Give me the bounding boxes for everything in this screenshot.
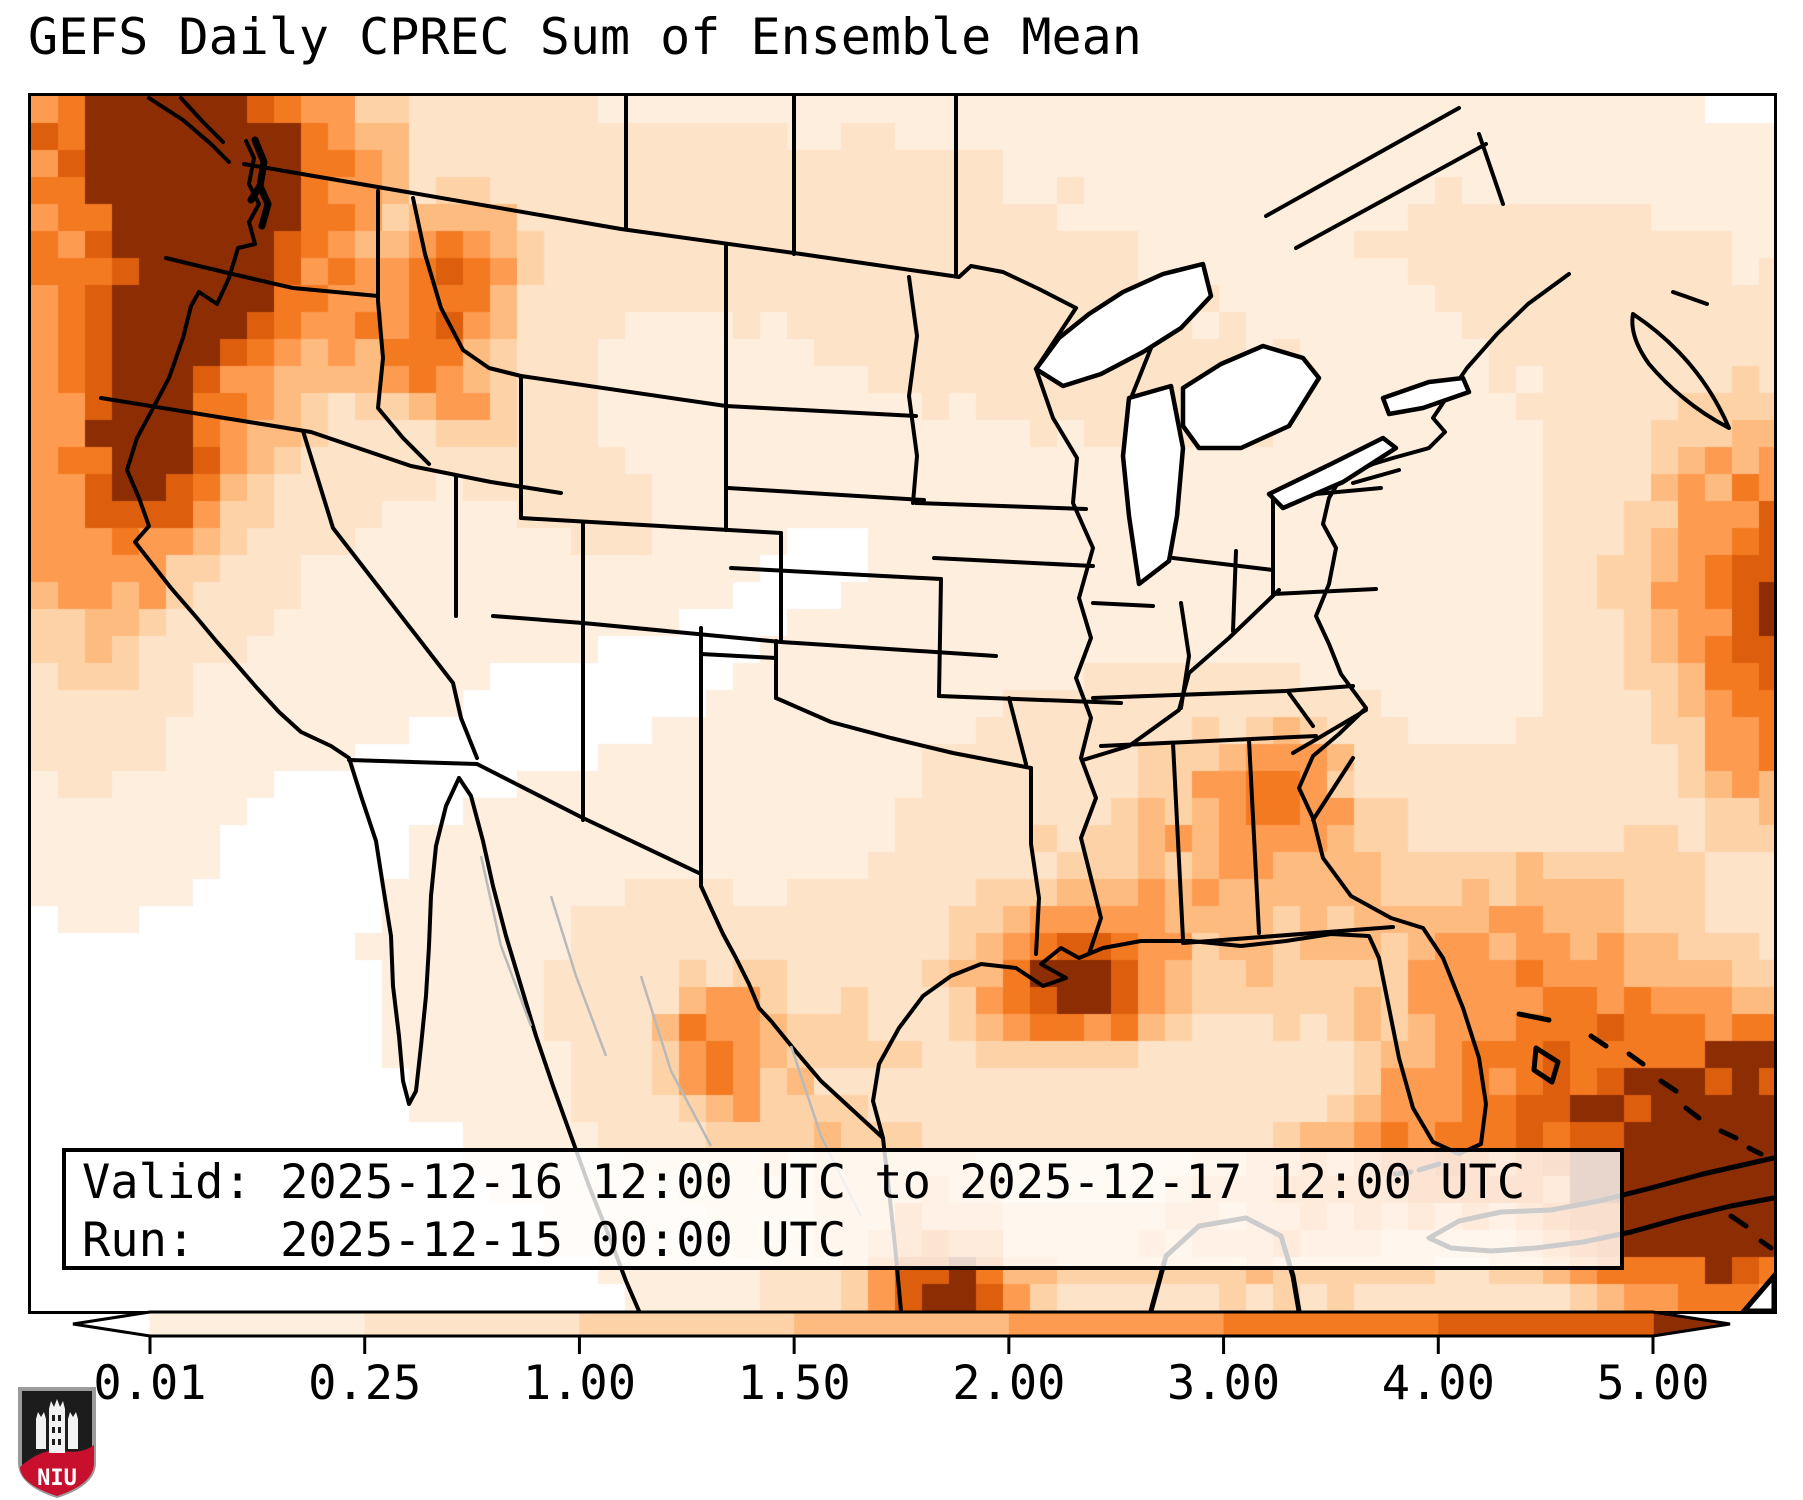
mt-wy-border xyxy=(519,374,728,408)
map-panel xyxy=(28,93,1777,1314)
wa-or-border xyxy=(164,256,380,298)
mississippi-river xyxy=(1034,367,1103,956)
va-nc-border xyxy=(1284,684,1355,693)
ar-ok-border xyxy=(1007,696,1028,766)
colorbar-tick-label: 4.00 xyxy=(1382,1356,1495,1411)
valid-run-info-box: Valid: 2025-12-16 12:00 UTC to 2025-12-1… xyxy=(62,1148,1624,1270)
id-mt-border xyxy=(411,196,523,378)
lake-huron xyxy=(1180,343,1322,451)
grand-bahama xyxy=(1516,1011,1552,1023)
nc-sc-border xyxy=(1291,708,1368,755)
il-in-border xyxy=(1179,601,1191,710)
colorbar-segment xyxy=(1008,1312,1225,1336)
mexico-state-line-1 xyxy=(479,855,533,1027)
colorbar-over-arrow xyxy=(1653,1312,1730,1336)
al-ms-border xyxy=(1171,741,1185,941)
colorbar-tick-label: 0.25 xyxy=(308,1356,421,1411)
andros-island xyxy=(1531,1045,1561,1085)
colorbar-tick-label: 3.00 xyxy=(1167,1356,1280,1411)
colorbar-tick-label: 5.00 xyxy=(1596,1356,1709,1411)
colorbar-segment xyxy=(150,1312,366,1336)
nova-scotia-coast xyxy=(1630,312,1731,430)
wi-il-border xyxy=(1091,601,1155,608)
niu-logo: NIU xyxy=(18,1387,96,1499)
colorbar-tick-label: 0.01 xyxy=(93,1356,206,1411)
colorbar-under-arrow xyxy=(73,1312,150,1336)
wy-co-border xyxy=(519,516,783,535)
lake-erie xyxy=(1266,435,1399,511)
colorbar-segment xyxy=(1438,1312,1654,1336)
pei-coast xyxy=(1671,290,1709,306)
colorbar-tick-label: 2.00 xyxy=(952,1356,1065,1411)
mi-south-border xyxy=(1171,556,1275,572)
hispaniola-corner xyxy=(1740,1272,1774,1311)
puget-sound xyxy=(247,136,272,230)
ne-ks-border xyxy=(729,566,943,581)
colorbar-segment xyxy=(1223,1312,1440,1336)
lat37-border xyxy=(491,614,998,658)
fl-north-border xyxy=(1181,925,1395,945)
sd-ne-border xyxy=(726,486,926,502)
colorbar-tick-label: 1.50 xyxy=(738,1356,851,1411)
colorbar-svg: 0.01 0.25 1.00 1.50 2.00 3.00 4.00 5.00 xyxy=(72,1310,1731,1411)
mexico-state-line-3 xyxy=(639,975,713,1147)
colorbar: 0.01 0.25 1.00 1.50 2.00 3.00 4.00 5.00 xyxy=(0,1295,1803,1500)
canada-border xyxy=(242,162,1078,310)
lake-ontario xyxy=(1380,375,1472,417)
colorbar-segment xyxy=(579,1312,795,1336)
pacific-coastline xyxy=(125,139,641,1311)
lake-superior xyxy=(1033,261,1214,389)
red-river-border xyxy=(774,696,1033,770)
ar-mo-border xyxy=(937,694,1123,705)
colorbar-segments xyxy=(72,1310,1731,1338)
mn-ia-border xyxy=(914,501,1088,511)
colorbar-tick-label: 1.00 xyxy=(523,1356,636,1411)
tn-nc-border xyxy=(1287,691,1315,728)
ga-sc-border xyxy=(1311,756,1355,822)
niu-castle-icon xyxy=(36,1399,78,1453)
run-time-text: Run: 2025-12-15 00:00 UTC xyxy=(82,1213,847,1268)
ks-mo-border xyxy=(937,577,943,698)
ky-border xyxy=(1091,689,1288,700)
colorbar-segment xyxy=(364,1312,581,1336)
niu-logo-text: NIU xyxy=(37,1466,77,1491)
niu-shield-red-swoosh xyxy=(20,1445,94,1496)
st-lawrence-shore xyxy=(1294,142,1488,250)
tx-panhandle-border xyxy=(699,639,778,700)
map-borders xyxy=(99,96,1774,1311)
valid-time-text: Valid: 2025-12-16 12:00 UTC to 2025-12-1… xyxy=(82,1155,1526,1210)
tx-east-border xyxy=(1029,766,1041,956)
strait-line xyxy=(179,96,225,144)
rio-grande-border xyxy=(699,884,885,1140)
ca-nv-border xyxy=(301,429,479,760)
bahamas-dashes xyxy=(1588,1033,1774,1251)
figure-title: GEFS Daily CPREC Sum of Ensemble Mean xyxy=(28,8,1142,66)
lake-michigan xyxy=(1120,383,1186,587)
colorbar-ticks: 0.01 0.25 1.00 1.50 2.00 3.00 4.00 5.00 xyxy=(93,1336,1710,1411)
wi-mi-border xyxy=(1129,346,1153,400)
lat42-border xyxy=(99,396,563,495)
tn-south-border xyxy=(1099,734,1318,748)
mexico-state-line-2 xyxy=(549,895,608,1057)
mn-west-border xyxy=(907,275,919,505)
nd-sd-border xyxy=(724,404,918,418)
ia-mo-border xyxy=(932,556,1095,568)
new-brunswick-border xyxy=(1477,132,1505,206)
st-lawrence-river xyxy=(1264,106,1461,218)
vancouver-island xyxy=(147,96,231,164)
colorbar-segment xyxy=(794,1312,1010,1336)
mexico-border xyxy=(347,758,703,876)
id-west-border xyxy=(376,189,431,466)
al-ga-border xyxy=(1247,738,1261,935)
pa-md-border xyxy=(1271,587,1378,596)
in-oh-border xyxy=(1231,549,1238,633)
long-island xyxy=(1351,468,1401,485)
